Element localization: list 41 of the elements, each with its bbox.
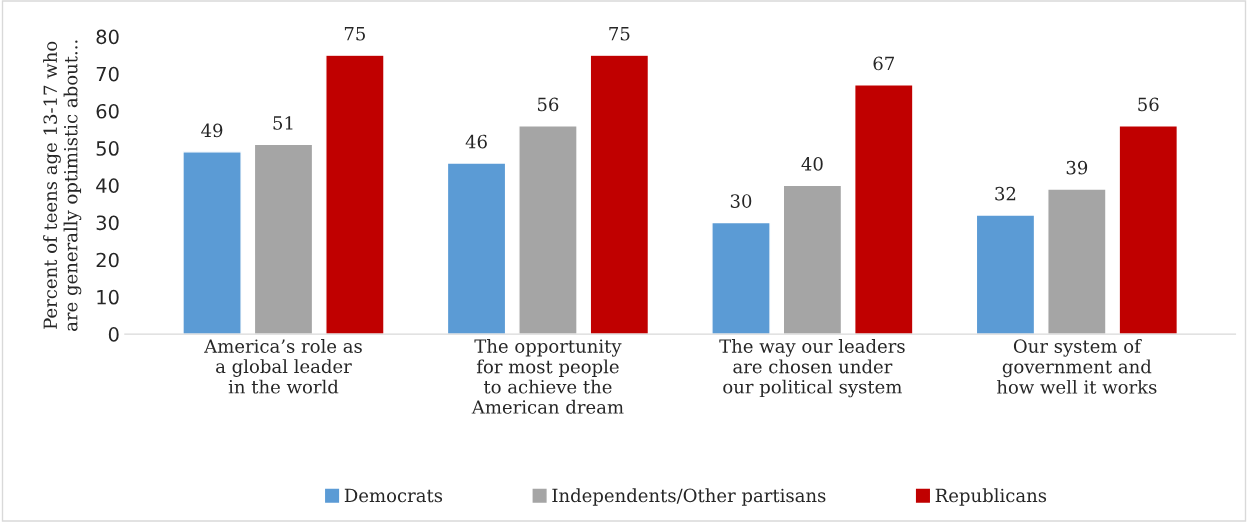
y-tick-label: 50: [96, 141, 119, 156]
y-axis-title: Percent of teens age 13-17 who are generally optimistic about...: [43, 40, 82, 331]
x-tick-label: America’s role as a global leader in the world: [204, 338, 362, 394]
bar: [1118, 125, 1179, 335]
legend-label: Democrats: [344, 488, 443, 503]
bar: [253, 143, 314, 335]
bar: [782, 184, 843, 335]
data-label: 56: [1138, 97, 1159, 112]
data-label: 39: [1066, 160, 1088, 175]
data-label: 75: [609, 27, 630, 41]
y-tick-label: 70: [96, 66, 119, 82]
y-tick-label: 30: [96, 215, 119, 231]
data-label: 51: [273, 116, 293, 130]
legend-label: Republicans: [935, 488, 1047, 506]
bar: [711, 221, 771, 335]
data-label: 56: [537, 97, 559, 112]
data-label: 30: [730, 194, 752, 208]
y-tick-label: 40: [96, 178, 119, 193]
data-label: 40: [801, 157, 823, 171]
data-label: 32: [995, 186, 1016, 201]
y-tick-label: 10: [97, 289, 119, 305]
y-tick-label: 60: [96, 103, 119, 119]
x-tick-label: Our system of government and how well it works: [996, 338, 1157, 394]
bar: [854, 84, 914, 335]
bar: [518, 125, 578, 335]
bar: [325, 54, 385, 335]
data-label: 67: [873, 56, 894, 71]
bar: [446, 162, 507, 335]
bar: [589, 54, 650, 335]
legend-label: Independents/Other partisans: [552, 488, 826, 506]
bar: [975, 214, 1036, 335]
data-label: 49: [201, 123, 223, 138]
y-tick-label: 20: [96, 252, 119, 268]
y-tick-label: 0: [108, 327, 119, 342]
data-label: 75: [344, 27, 365, 41]
x-tick-label: The way our leaders are chosen under our political system: [719, 338, 905, 398]
y-tick-label: 80: [96, 29, 119, 45]
bar: [1047, 188, 1107, 335]
bar: [182, 151, 242, 335]
x-tick-label: The opportunity for most people to achieve the American dream: [471, 338, 624, 414]
data-label: 46: [465, 134, 487, 149]
